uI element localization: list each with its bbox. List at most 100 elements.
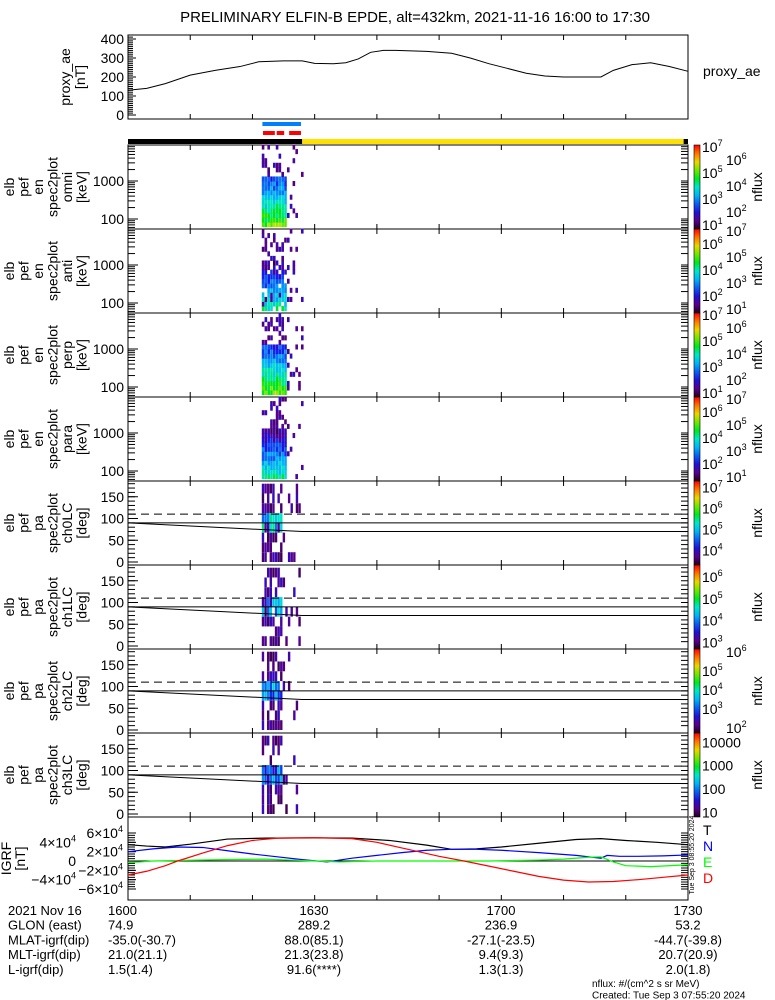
spectrogram-cell (272, 455, 276, 461)
tick-base: 10 (726, 443, 742, 459)
spectrogram-cell (272, 390, 276, 396)
colorbar-tick-label: 103 (702, 358, 723, 375)
spectrogram-cell (267, 185, 270, 191)
y-axis-label: ch3LC (59, 755, 75, 795)
spectrogram-cell (264, 317, 268, 323)
spectrogram-cell (270, 278, 273, 284)
y-axis-label: pa (30, 767, 46, 783)
spectrogram-cell (267, 587, 270, 598)
spectrogram-cell (267, 167, 270, 173)
plot-title: PRELIMINARY ELFIN-B EPDE, alt=432km, 202… (180, 9, 650, 26)
spectrogram-cell (270, 376, 273, 382)
tick-exponent: 4 (718, 541, 723, 551)
footer-value: 1730 (674, 903, 703, 918)
spectrogram-cell (261, 158, 265, 164)
spectrogram-cell (281, 287, 284, 293)
spectrogram-cell (275, 455, 279, 461)
spectrogram-cell (264, 597, 267, 607)
spectrogram-cell (267, 217, 270, 223)
spectrogram-cell (289, 353, 293, 359)
tick-base: 10 (726, 346, 742, 362)
footer-value: 21.3(23.8) (284, 947, 343, 962)
spectrogram-cell (272, 292, 276, 298)
spectrogram-cell (284, 371, 287, 377)
spectrogram-cell (269, 587, 273, 598)
spectrogram-cell (275, 446, 279, 452)
tick-exponent: 6 (718, 403, 723, 413)
legend-E: E (703, 854, 712, 870)
spectrogram-cell (300, 326, 304, 332)
tick-exponent: 5 (718, 332, 723, 342)
y-tick-label: −6×104 (78, 880, 123, 897)
y-axis-label: elb (1, 177, 17, 196)
spectrogram-cell (281, 428, 284, 434)
spectrogram-cell (275, 390, 279, 396)
spectrogram-cell (281, 385, 284, 391)
spectrogram-cell (295, 344, 298, 350)
spectrogram-cell (275, 301, 279, 307)
footer-value: 1.5(1.4) (108, 962, 153, 977)
spectrogram-cell (261, 344, 265, 350)
spectrogram-cell (272, 423, 276, 429)
y-tick-label: 100 (101, 679, 125, 695)
spectrogram-cell (278, 321, 282, 327)
spectrogram-cell (274, 784, 278, 795)
spectrogram-cell (272, 176, 276, 182)
spectrogram-cell (261, 483, 265, 494)
spectrogram-cell (284, 474, 287, 480)
spectrogram-cell (272, 774, 275, 785)
spectrogram-cell (264, 274, 268, 280)
spectrogram-cell (275, 278, 279, 284)
spectrogram-cell (272, 212, 276, 218)
y-axis-label: [nT] (12, 846, 28, 870)
legend-proxy-ae: proxy_ae (703, 63, 761, 79)
spectrogram-cell (280, 671, 283, 682)
spectrogram-cell (272, 326, 276, 332)
tick-base: 10 (726, 417, 742, 433)
y-tick-label: 0 (68, 853, 76, 869)
spectrogram-cell (272, 567, 275, 578)
spectrogram-cell (280, 513, 283, 523)
footer-value: 1630 (300, 903, 329, 918)
spectrogram-cell (267, 385, 270, 391)
spectrogram-cell (272, 255, 276, 261)
spectrogram-cell (278, 385, 282, 391)
spectrogram-cell (274, 626, 278, 637)
tick-exponent: 3 (742, 442, 747, 452)
footer-row-label: MLAT-igrf(dip) (8, 932, 89, 947)
spectrogram-cell (280, 542, 283, 553)
tick-exponent: 4 (718, 612, 723, 622)
spectrogram-cell (272, 493, 275, 504)
spectrogram-cell (282, 532, 286, 543)
y-axis-label: spec2plot (45, 157, 61, 217)
colorbar (693, 564, 701, 650)
spectrogram-cell (261, 233, 265, 239)
spectrogram-cell (280, 483, 283, 494)
spectrogram-cell (272, 385, 276, 391)
spectrogram-cell (261, 162, 265, 168)
spectrogram-cell (275, 194, 279, 200)
loss-cone-line (127, 774, 688, 785)
spectrogram-cell (281, 199, 284, 205)
spectrogram-cell (267, 513, 270, 523)
tick-base: 10 (702, 139, 718, 155)
spectrogram-cell (272, 301, 276, 307)
spectrogram-cell (292, 208, 296, 214)
spectrogram-cell (261, 390, 265, 396)
spectrogram-cell (269, 700, 273, 711)
tick-exponent: 5 (742, 416, 747, 426)
tick-exponent: 6 (742, 319, 747, 329)
spectrogram-cell (272, 428, 276, 434)
spectrogram-cell (292, 260, 296, 266)
spectrogram-cell (261, 222, 265, 228)
spectrogram-cell (278, 153, 282, 159)
spectrogram-cell (272, 597, 275, 607)
tick-base: 10 (702, 591, 718, 607)
spectrogram-cell (269, 522, 273, 533)
spectrogram-cell (281, 326, 284, 332)
spectrogram-cell (281, 469, 284, 475)
spectrogram-cell (270, 306, 273, 312)
spectrogram-cell (267, 651, 270, 662)
spectrogram-cell (275, 246, 279, 252)
spectrogram-cell (261, 371, 265, 377)
